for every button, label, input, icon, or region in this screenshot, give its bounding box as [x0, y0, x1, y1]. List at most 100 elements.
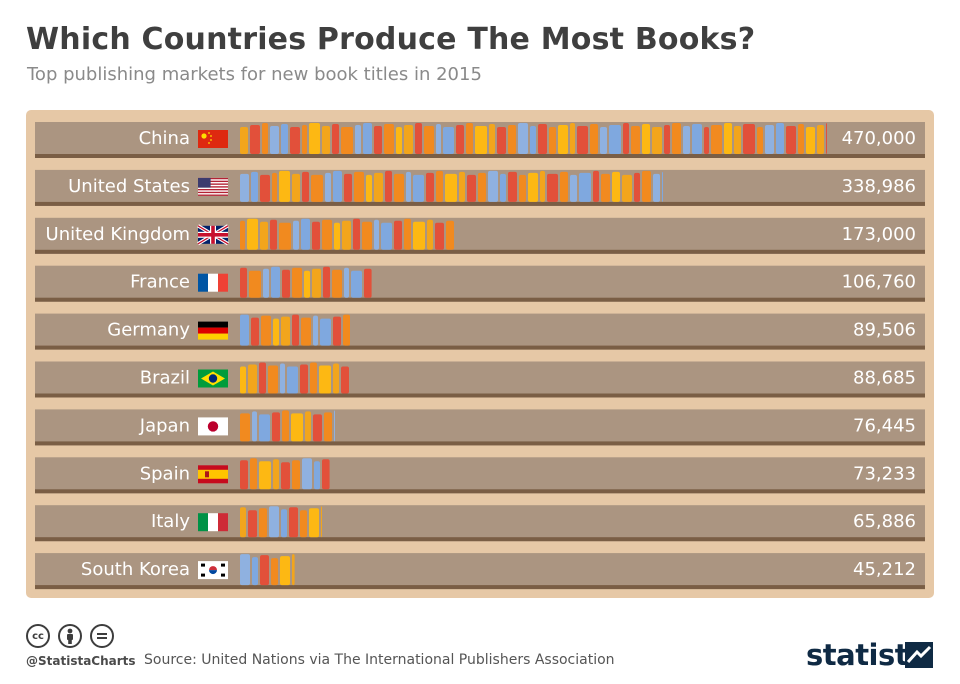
book [279, 222, 291, 250]
shelf-edge [35, 537, 925, 542]
statista-handle[interactable]: @StatistaCharts [26, 654, 136, 668]
chart-title: Which Countries Produce The Most Books? [26, 22, 756, 57]
book [279, 170, 290, 202]
bar [240, 266, 372, 298]
shelf [35, 409, 925, 446]
book [334, 410, 335, 442]
bar [240, 458, 330, 490]
shelf-edge [35, 297, 925, 302]
book [332, 269, 342, 298]
book [652, 127, 662, 154]
book [240, 554, 250, 586]
book [384, 124, 394, 154]
book [413, 221, 425, 250]
book [248, 364, 257, 394]
book [272, 172, 277, 202]
book [540, 170, 545, 202]
book [260, 555, 269, 586]
book [489, 124, 495, 154]
bar [240, 170, 663, 202]
book [332, 124, 339, 154]
book [590, 124, 598, 154]
book [518, 123, 528, 154]
book [579, 172, 591, 202]
bar [240, 218, 454, 250]
shelf-edge [35, 489, 925, 494]
book [271, 558, 278, 586]
book [538, 124, 547, 154]
book [427, 219, 433, 250]
book [252, 411, 257, 442]
shelf-row: France 106,760 [35, 265, 925, 302]
shelf-row: South Korea 45,212 [35, 553, 925, 590]
book [249, 270, 261, 298]
book [322, 126, 330, 154]
book [240, 314, 249, 346]
shelf-edge [35, 249, 925, 254]
book [322, 219, 332, 250]
book [642, 124, 650, 154]
book [394, 220, 402, 250]
book [302, 458, 312, 490]
book [634, 172, 640, 202]
book [289, 507, 298, 538]
statista-logo-icon [905, 642, 933, 668]
book [292, 554, 295, 586]
flag-brazil-icon [198, 369, 228, 388]
book [413, 174, 424, 202]
book [443, 127, 454, 154]
book [355, 125, 361, 154]
book [251, 317, 259, 346]
shelf-edge [35, 393, 925, 398]
book [280, 363, 285, 394]
book [240, 127, 248, 154]
book [426, 172, 434, 202]
book [270, 126, 279, 154]
book [321, 506, 322, 538]
category-label: Brazil [140, 368, 190, 389]
shelf-row: Japan 76,445 [35, 409, 925, 446]
book [704, 127, 709, 154]
book [292, 173, 300, 202]
bar [240, 554, 295, 586]
shelf-row: Italy 65,886 [35, 505, 925, 542]
book [291, 413, 303, 442]
shelf-row: United States 338,986 [35, 169, 925, 206]
book [301, 218, 310, 250]
book [281, 509, 287, 538]
value-label: 76,445 [853, 415, 916, 436]
book [263, 268, 269, 298]
flag-china-icon [198, 130, 228, 148]
shelf-edge [35, 345, 925, 350]
book [547, 173, 558, 202]
book [290, 127, 300, 154]
book [247, 218, 258, 250]
book [281, 124, 288, 154]
book [309, 123, 320, 154]
book [366, 174, 372, 202]
book [322, 459, 330, 490]
bar [240, 506, 322, 538]
value-label: 470,000 [842, 128, 916, 149]
book [743, 124, 755, 154]
book [280, 556, 290, 586]
book [260, 221, 268, 250]
bar [240, 314, 350, 346]
shelf [35, 313, 925, 350]
book [560, 171, 568, 202]
book [500, 173, 506, 202]
book [293, 220, 299, 250]
shelf [35, 361, 925, 398]
book [396, 127, 402, 154]
value-label: 338,986 [842, 176, 916, 197]
book [600, 127, 607, 154]
book [334, 222, 340, 250]
book [270, 219, 277, 250]
book [300, 364, 308, 394]
book [240, 460, 248, 490]
book [333, 363, 339, 394]
book [354, 171, 364, 202]
book [385, 170, 392, 202]
book [273, 318, 279, 346]
book [478, 172, 486, 202]
